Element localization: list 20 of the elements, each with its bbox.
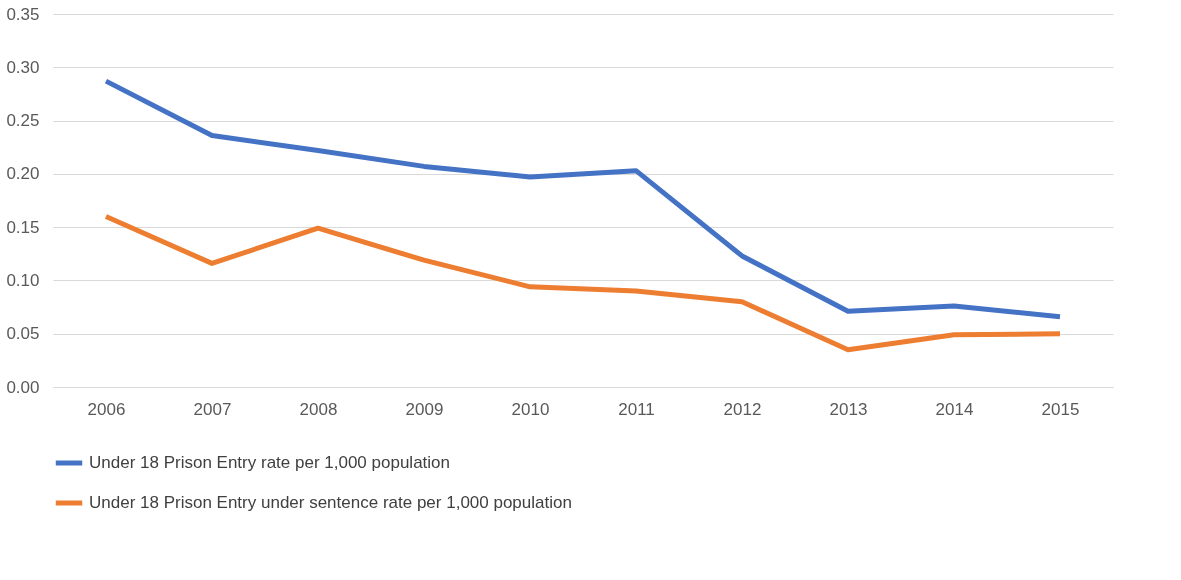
x-tick-label: 2010 — [511, 399, 550, 419]
x-tick-label: 2013 — [829, 399, 868, 419]
x-tick-label: 2012 — [723, 399, 762, 419]
x-tick-label: 2015 — [1041, 399, 1080, 419]
y-tick-label: 0.15 — [6, 217, 40, 237]
legend-label: Under 18 Prison Entry rate per 1,000 population — [89, 453, 451, 472]
x-tick-label: 2008 — [299, 399, 338, 419]
legend-label: Under 18 Prison Entry under sentence rate per 1,000 population — [89, 493, 572, 512]
y-tick-label: 0.25 — [6, 111, 40, 131]
x-tick-label: 2009 — [405, 399, 444, 419]
y-tick-label: 0.00 — [6, 377, 40, 397]
y-tick-label: 0.20 — [6, 164, 40, 184]
x-tick-label: 2007 — [193, 399, 232, 419]
y-tick-label: 0.35 — [6, 4, 40, 24]
y-tick-label: 0.30 — [6, 57, 40, 77]
x-tick-label: 2014 — [935, 399, 974, 419]
y-tick-label: 0.10 — [6, 270, 40, 290]
x-tick-label: 2006 — [87, 399, 126, 419]
x-tick-label: 2011 — [618, 399, 655, 419]
y-tick-label: 0.05 — [6, 324, 40, 344]
